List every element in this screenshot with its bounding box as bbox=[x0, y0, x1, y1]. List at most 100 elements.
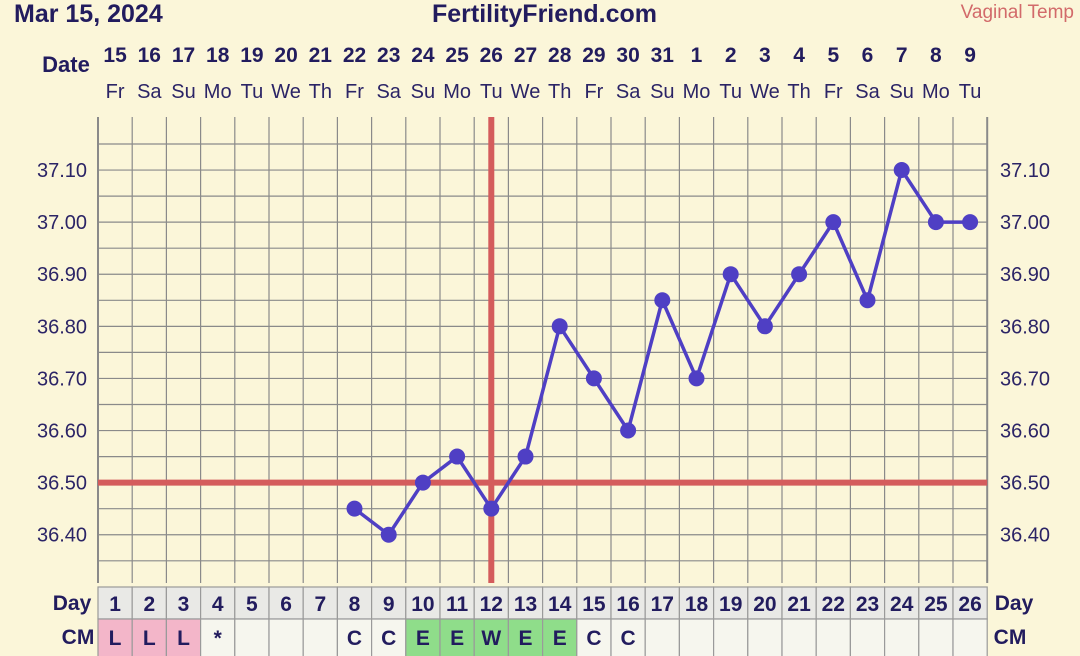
cycle-day-cell bbox=[131, 586, 167, 620]
date-label: 24 bbox=[411, 44, 435, 67]
temperature-point bbox=[585, 370, 602, 387]
weekday-label: Mo bbox=[204, 81, 232, 103]
date-label: 5 bbox=[827, 44, 839, 67]
weekday-label: Tu bbox=[959, 81, 982, 103]
y-tick-left: 36.50 bbox=[37, 473, 87, 495]
date-label: 20 bbox=[274, 44, 297, 67]
cycle-day-cell bbox=[644, 586, 681, 620]
cycle-day-label: 14 bbox=[548, 593, 572, 616]
cm-row-label-right: CM bbox=[994, 626, 1027, 649]
date-label: 27 bbox=[514, 44, 537, 67]
cycle-day-label: 21 bbox=[787, 593, 811, 616]
cycle-day-label: 9 bbox=[383, 593, 395, 616]
temperature-point bbox=[825, 214, 842, 231]
cm-cell bbox=[678, 618, 715, 656]
weekday-label: Sa bbox=[855, 81, 880, 103]
cm-cell bbox=[610, 618, 646, 656]
day-row-label: Day bbox=[53, 592, 92, 615]
cm-label: E bbox=[518, 627, 532, 650]
weekday-label: Mo bbox=[683, 81, 711, 103]
y-tick-left: 36.90 bbox=[37, 264, 87, 286]
cycle-day-label: 7 bbox=[314, 593, 326, 616]
temperature-point bbox=[551, 318, 568, 335]
y-tick-left: 37.00 bbox=[37, 212, 87, 234]
date-label: 26 bbox=[480, 44, 503, 67]
cm-cell bbox=[473, 618, 510, 656]
cycle-day-cell bbox=[371, 586, 407, 620]
cycle-day-label: 6 bbox=[280, 593, 292, 616]
cycle-day-label: 12 bbox=[480, 593, 503, 616]
cycle-day-label: 1 bbox=[109, 593, 121, 616]
cycle-day-cell bbox=[405, 586, 441, 620]
temperature-point bbox=[483, 500, 500, 517]
cm-cell bbox=[918, 618, 954, 656]
y-tick-right: 36.60 bbox=[1000, 421, 1050, 443]
cm-label: E bbox=[553, 627, 567, 650]
cycle-day-label: 19 bbox=[719, 593, 742, 616]
cycle-day-label: 8 bbox=[349, 593, 361, 616]
date-label: 9 bbox=[964, 44, 976, 67]
date-row-label: Date bbox=[42, 52, 90, 77]
cycle-day-label: 3 bbox=[178, 593, 190, 616]
site-title[interactable]: FertilityFriend.com bbox=[432, 0, 658, 28]
y-tick-left: 37.10 bbox=[37, 160, 87, 182]
cm-label: W bbox=[481, 627, 501, 650]
temperature-point bbox=[722, 266, 739, 283]
date-label: 31 bbox=[651, 44, 675, 67]
date-label: 22 bbox=[343, 44, 366, 67]
chart-labels: Date 15Fr16Sa17Su18Mo19Tu20We21Th22Fr23Sa… bbox=[37, 44, 1050, 547]
weekday-label: Mo bbox=[922, 81, 950, 103]
cycle-day-label: 24 bbox=[890, 593, 914, 616]
cm-label: C bbox=[621, 627, 636, 650]
date-label: 18 bbox=[206, 44, 230, 67]
cycle-day-label: 15 bbox=[582, 593, 606, 616]
cycle-day-label: 4 bbox=[212, 593, 224, 616]
date-label: 17 bbox=[172, 44, 195, 67]
weekday-label: We bbox=[750, 81, 780, 103]
cm-cell bbox=[712, 618, 749, 656]
weekday-label: Su bbox=[171, 81, 195, 103]
temperature-point bbox=[517, 448, 534, 465]
cycle-day-label: 16 bbox=[616, 593, 639, 616]
cycle-day-cell bbox=[610, 586, 646, 620]
date-label: 21 bbox=[309, 44, 333, 67]
chart-grid bbox=[97, 117, 989, 583]
cycle-day-cell bbox=[678, 586, 715, 620]
temperature-point bbox=[927, 214, 944, 231]
weekday-label: Tu bbox=[480, 81, 503, 103]
cycle-day-label: 11 bbox=[446, 593, 469, 616]
cm-label: C bbox=[586, 627, 601, 650]
temperature-point bbox=[962, 214, 979, 231]
weekday-label: Fr bbox=[106, 81, 125, 103]
cm-row-label: CM bbox=[62, 626, 95, 649]
weekday-label: Tu bbox=[241, 81, 264, 103]
y-tick-left: 36.40 bbox=[37, 525, 87, 547]
weekday-label: We bbox=[511, 81, 541, 103]
cm-cell bbox=[883, 618, 920, 656]
cm-cell bbox=[97, 618, 133, 656]
cm-label: L bbox=[143, 627, 156, 650]
temperature-point bbox=[346, 500, 363, 517]
cm-label: C bbox=[381, 627, 396, 650]
cm-cell bbox=[268, 618, 304, 656]
cm-label: * bbox=[214, 627, 223, 650]
y-tick-left: 36.60 bbox=[37, 421, 87, 443]
temperature-point bbox=[756, 318, 773, 335]
cycle-day-label: 5 bbox=[246, 593, 258, 616]
temperature-series bbox=[346, 162, 979, 543]
date-label: 30 bbox=[616, 44, 639, 67]
weekday-label: Fr bbox=[824, 81, 843, 103]
cm-label: E bbox=[450, 627, 464, 650]
y-tick-left: 36.70 bbox=[37, 368, 87, 390]
date-label: 2 bbox=[725, 44, 737, 67]
temperature-point bbox=[654, 292, 671, 309]
date-label: 7 bbox=[896, 44, 908, 67]
y-tick-right: 36.80 bbox=[1000, 316, 1050, 338]
cycle-day-label: 26 bbox=[958, 593, 981, 616]
cm-label: L bbox=[177, 627, 190, 650]
weekday-label: Tu bbox=[719, 81, 742, 103]
weekday-label: Su bbox=[889, 81, 913, 103]
y-tick-right: 36.90 bbox=[1000, 264, 1050, 286]
weekday-label: Sa bbox=[616, 81, 641, 103]
date-label: 28 bbox=[548, 44, 572, 67]
